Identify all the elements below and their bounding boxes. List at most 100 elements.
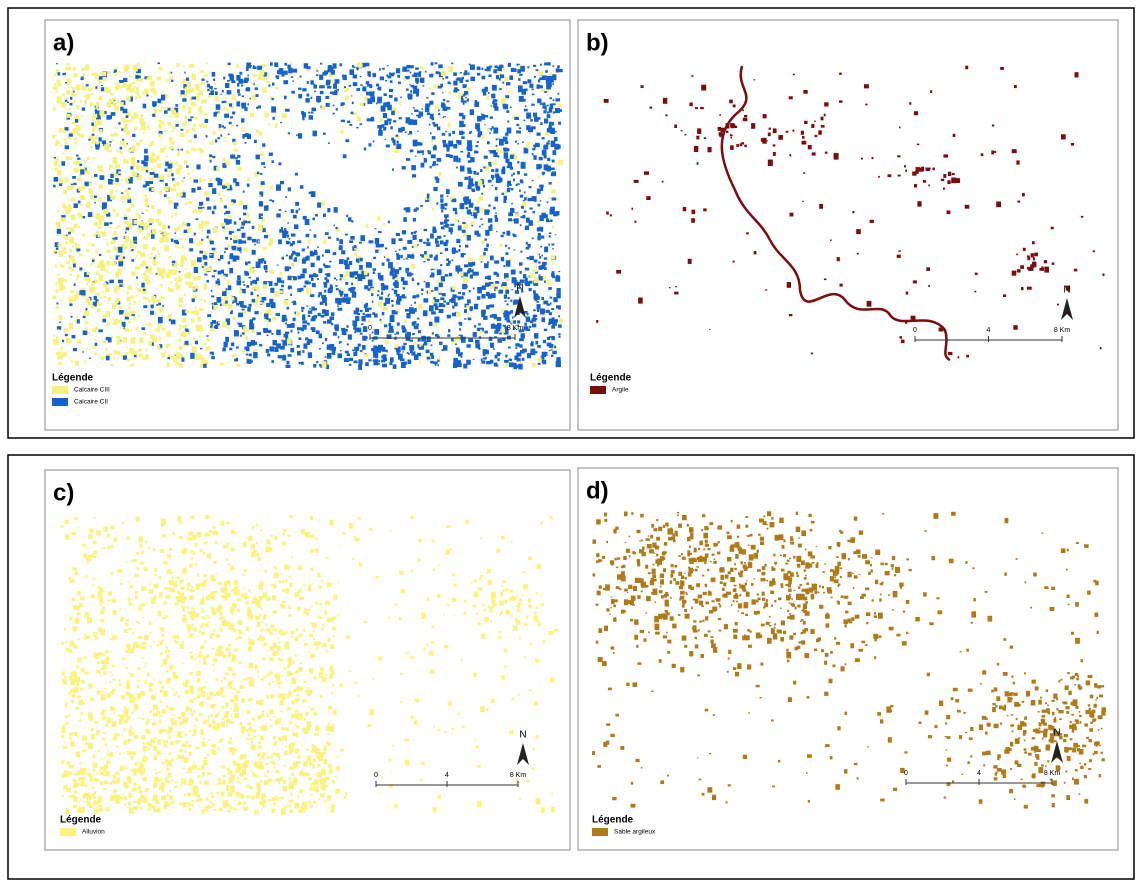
map-patch <box>72 598 75 601</box>
map-patch <box>311 263 315 267</box>
map-patch <box>255 302 258 304</box>
map-patch <box>429 305 434 311</box>
map-patch <box>131 272 136 276</box>
map-patch <box>364 285 368 289</box>
map-patch <box>172 689 174 691</box>
map-patch <box>397 75 400 78</box>
map-patch <box>86 84 89 86</box>
map-patch <box>181 149 183 151</box>
map-patch <box>522 215 525 219</box>
map-patch <box>769 128 771 130</box>
map-patch <box>754 251 757 254</box>
map-patch <box>142 92 145 95</box>
map-patch <box>188 745 192 748</box>
map-patch <box>234 648 237 651</box>
map-patch <box>279 759 281 761</box>
map-patch <box>409 65 413 68</box>
map-patch <box>169 580 173 585</box>
map-patch <box>372 301 374 303</box>
map-patch <box>1016 254 1018 256</box>
map-patch <box>362 302 364 304</box>
map-patch <box>142 213 144 214</box>
map-patch <box>321 202 325 206</box>
map-patch <box>905 170 907 172</box>
panel-label: b) <box>586 29 609 56</box>
map-patch <box>213 112 216 117</box>
map-patch <box>186 272 191 278</box>
map-patch <box>421 613 426 619</box>
map-patch <box>92 793 95 796</box>
map-patch <box>135 96 138 99</box>
map-patch <box>547 76 552 82</box>
map-patch <box>768 133 771 137</box>
map-patch <box>288 354 292 357</box>
map-patch <box>489 105 491 107</box>
map-patch <box>228 304 232 308</box>
map-patch <box>241 85 243 87</box>
map-patch <box>221 595 225 599</box>
map-patch <box>369 240 374 243</box>
map-patch <box>323 746 327 751</box>
map-patch <box>111 665 114 668</box>
map-patch <box>547 105 549 107</box>
map-patch <box>669 287 671 288</box>
map-patch <box>147 109 149 110</box>
map-patch <box>371 293 373 296</box>
map-patch <box>474 307 477 309</box>
map-patch <box>161 101 164 104</box>
map-patch <box>277 265 279 266</box>
map-patch <box>149 711 152 713</box>
map-patch <box>331 312 335 316</box>
map-patch <box>61 354 64 357</box>
map-patch <box>435 105 439 108</box>
map-patch <box>219 124 222 128</box>
map-patch <box>297 327 302 330</box>
map-patch <box>519 190 521 192</box>
map-patch <box>464 177 468 180</box>
map-patch <box>245 601 249 604</box>
map-patch <box>346 271 350 276</box>
map-patch <box>301 328 304 332</box>
map-patch <box>248 536 252 541</box>
map-patch <box>503 580 506 583</box>
map-patch <box>500 329 505 333</box>
map-patch <box>787 282 791 288</box>
map-patch <box>175 104 178 107</box>
map-patch <box>76 224 78 226</box>
map-patch <box>322 255 324 257</box>
map-patch <box>61 735 64 738</box>
map-patch <box>483 252 486 255</box>
map-patch <box>241 103 246 107</box>
map-patch <box>376 244 380 248</box>
map-patch <box>145 181 149 186</box>
map-patch <box>549 235 551 237</box>
map-patch <box>899 127 901 129</box>
map-patch <box>697 162 699 165</box>
map-patch <box>101 667 103 670</box>
map-patch <box>238 245 240 248</box>
map-patch <box>320 91 324 94</box>
map-patch <box>212 275 215 277</box>
map-patch <box>429 124 431 126</box>
map-patch <box>420 205 423 207</box>
map-patch <box>257 570 259 572</box>
map-patch <box>469 64 471 66</box>
map-patch <box>271 106 276 112</box>
map-patch <box>96 143 98 144</box>
map-patch <box>366 262 371 268</box>
map-patch <box>162 305 164 307</box>
map-patch <box>120 254 123 257</box>
map-patch <box>295 594 300 597</box>
map-patch <box>321 315 325 318</box>
map-patch <box>272 317 276 320</box>
map-patch <box>112 262 117 266</box>
map-patch <box>539 71 544 75</box>
map-patch <box>104 301 106 302</box>
map-patch <box>433 187 437 191</box>
map-patch <box>481 359 483 361</box>
map-patch <box>332 91 337 95</box>
map-patch <box>259 195 261 197</box>
map-patch <box>497 71 502 75</box>
map-patch <box>92 769 95 772</box>
map-patch <box>317 764 320 768</box>
